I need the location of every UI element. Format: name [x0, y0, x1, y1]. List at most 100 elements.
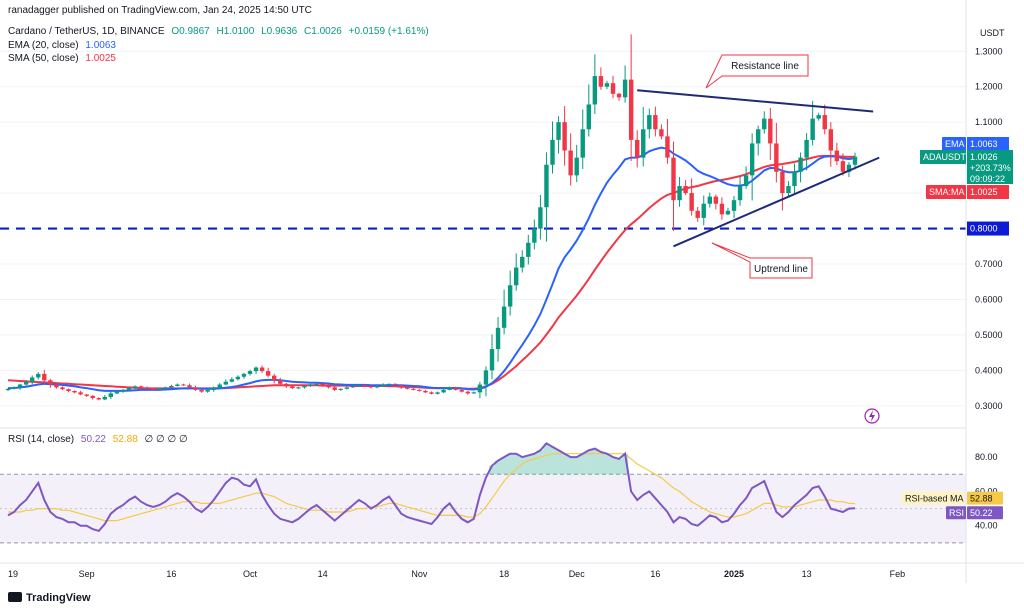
- rsi-ma-name-badge: RSI-based MA: [905, 494, 964, 504]
- time-tick-label: Oct: [243, 569, 258, 579]
- candle-up: [175, 384, 180, 386]
- ohlc-close: C1.0026: [304, 26, 342, 37]
- candle-down: [272, 375, 277, 381]
- candle-up: [580, 129, 585, 158]
- candle-down: [628, 79, 634, 140]
- candle-up: [380, 384, 386, 387]
- ada-price-label-change: +203.73%: [970, 163, 1011, 173]
- candle-up: [350, 386, 356, 388]
- candle-up: [338, 388, 343, 390]
- candle-up: [556, 122, 561, 140]
- ada-price-label-value: 1.0026: [970, 152, 998, 162]
- candle-up: [483, 370, 489, 385]
- sma-price-label-name-bg: [926, 185, 966, 199]
- time-tick-label: 14: [318, 569, 328, 579]
- rsi-name-badge-bg: [946, 506, 966, 520]
- candle-up: [798, 157, 803, 172]
- ema-price-label-value-bg: [967, 137, 1009, 151]
- lightning-icon[interactable]: [864, 408, 880, 424]
- candle-down: [828, 129, 833, 151]
- candle-up: [132, 386, 138, 389]
- candle-down: [96, 398, 101, 400]
- candle-down: [616, 93, 622, 98]
- candle-down: [60, 387, 65, 390]
- rsi-ma-line: [8, 453, 856, 522]
- candle-up: [574, 157, 579, 176]
- time-tick-label: Feb: [890, 569, 906, 579]
- ada-name-bg: [920, 150, 966, 164]
- candle-down: [610, 83, 616, 94]
- ema-legend-value: 1.0063: [85, 40, 116, 51]
- candle-up: [157, 388, 162, 390]
- candle-up: [786, 186, 791, 194]
- time-tick-label: Sep: [79, 569, 95, 579]
- candle-up: [253, 367, 259, 372]
- price-tick-label: 1.2000: [975, 82, 1003, 92]
- sma-legend[interactable]: SMA (50, close) 1.0025: [8, 53, 120, 64]
- time-tick-label: 13: [802, 569, 812, 579]
- candle-up: [550, 139, 555, 165]
- price-tick-label: 1.1000: [975, 117, 1003, 127]
- candle-up: [314, 383, 319, 385]
- level-badge-value: 0.8000: [970, 224, 998, 234]
- candle-down: [326, 385, 331, 388]
- ohlc-high: H1.0100: [216, 26, 255, 37]
- time-tick-label: Nov: [411, 569, 428, 579]
- symbol-title[interactable]: Cardano / TetherUS, 1D, BINANCE: [8, 26, 165, 37]
- candle-down: [399, 385, 404, 388]
- candle-down: [822, 115, 827, 130]
- candle-down: [393, 383, 398, 386]
- candle-up: [169, 385, 174, 388]
- candle-up: [11, 387, 17, 389]
- rsi-overbought-fill: [603, 453, 610, 475]
- tradingview-footer[interactable]: TradingView: [8, 592, 91, 604]
- candle-down: [199, 389, 204, 392]
- rsi-overbought-fill: [591, 448, 598, 475]
- candle-up: [356, 385, 362, 387]
- candle-up: [217, 384, 222, 388]
- candle-up: [520, 256, 525, 268]
- price-tick-label: 0.7000: [975, 259, 1003, 269]
- uptrend-label: Uptrend line: [754, 264, 808, 275]
- rsi-overbought-fill: [525, 455, 532, 475]
- price-tick-label: 1.3000: [975, 46, 1003, 56]
- candle-down: [653, 115, 658, 130]
- candle-down: [713, 196, 719, 204]
- ema-price-label-value: 1.0063: [970, 139, 998, 149]
- candle-down: [465, 391, 470, 394]
- candle-up: [447, 388, 452, 390]
- resistance-trendline: [637, 89, 874, 113]
- candle-up: [471, 392, 477, 394]
- rsi-tick-label: 80.00: [975, 452, 998, 462]
- candle-down: [332, 387, 337, 390]
- candle-down: [72, 390, 77, 393]
- candle-down: [598, 76, 604, 87]
- candle-up: [725, 210, 731, 215]
- candle-up: [762, 118, 767, 130]
- rsi-pane: [0, 442, 966, 544]
- ada-price-label-name: ADAUSDT: [923, 152, 967, 162]
- candle-down: [84, 394, 89, 396]
- rsi-overbought-fill: [616, 458, 623, 475]
- uptrend-trendline: [673, 156, 880, 248]
- candle-up: [846, 164, 852, 172]
- candle-up: [810, 118, 815, 140]
- candle-up: [495, 327, 501, 350]
- candle-down: [780, 171, 785, 194]
- candle-down: [138, 386, 144, 388]
- candle-up: [749, 143, 755, 176]
- candle-up: [677, 186, 682, 201]
- candle-up: [477, 384, 483, 393]
- candle-up: [435, 392, 440, 394]
- ema-legend[interactable]: EMA (20, close) 1.0063: [8, 40, 120, 51]
- rsi-legend[interactable]: RSI (14, close) 50.22 52.88 ∅ ∅ ∅ ∅: [8, 434, 192, 445]
- candle-up: [501, 306, 507, 328]
- candle-down: [290, 386, 295, 389]
- annotations: Resistance line Uptrend line: [705, 54, 813, 279]
- candle-down: [193, 387, 198, 390]
- candle-up: [804, 139, 809, 158]
- candle-down: [48, 380, 53, 385]
- rsi-ma-value-badge-bg: [967, 491, 1003, 505]
- price-tick-label: 0.3000: [975, 401, 1003, 411]
